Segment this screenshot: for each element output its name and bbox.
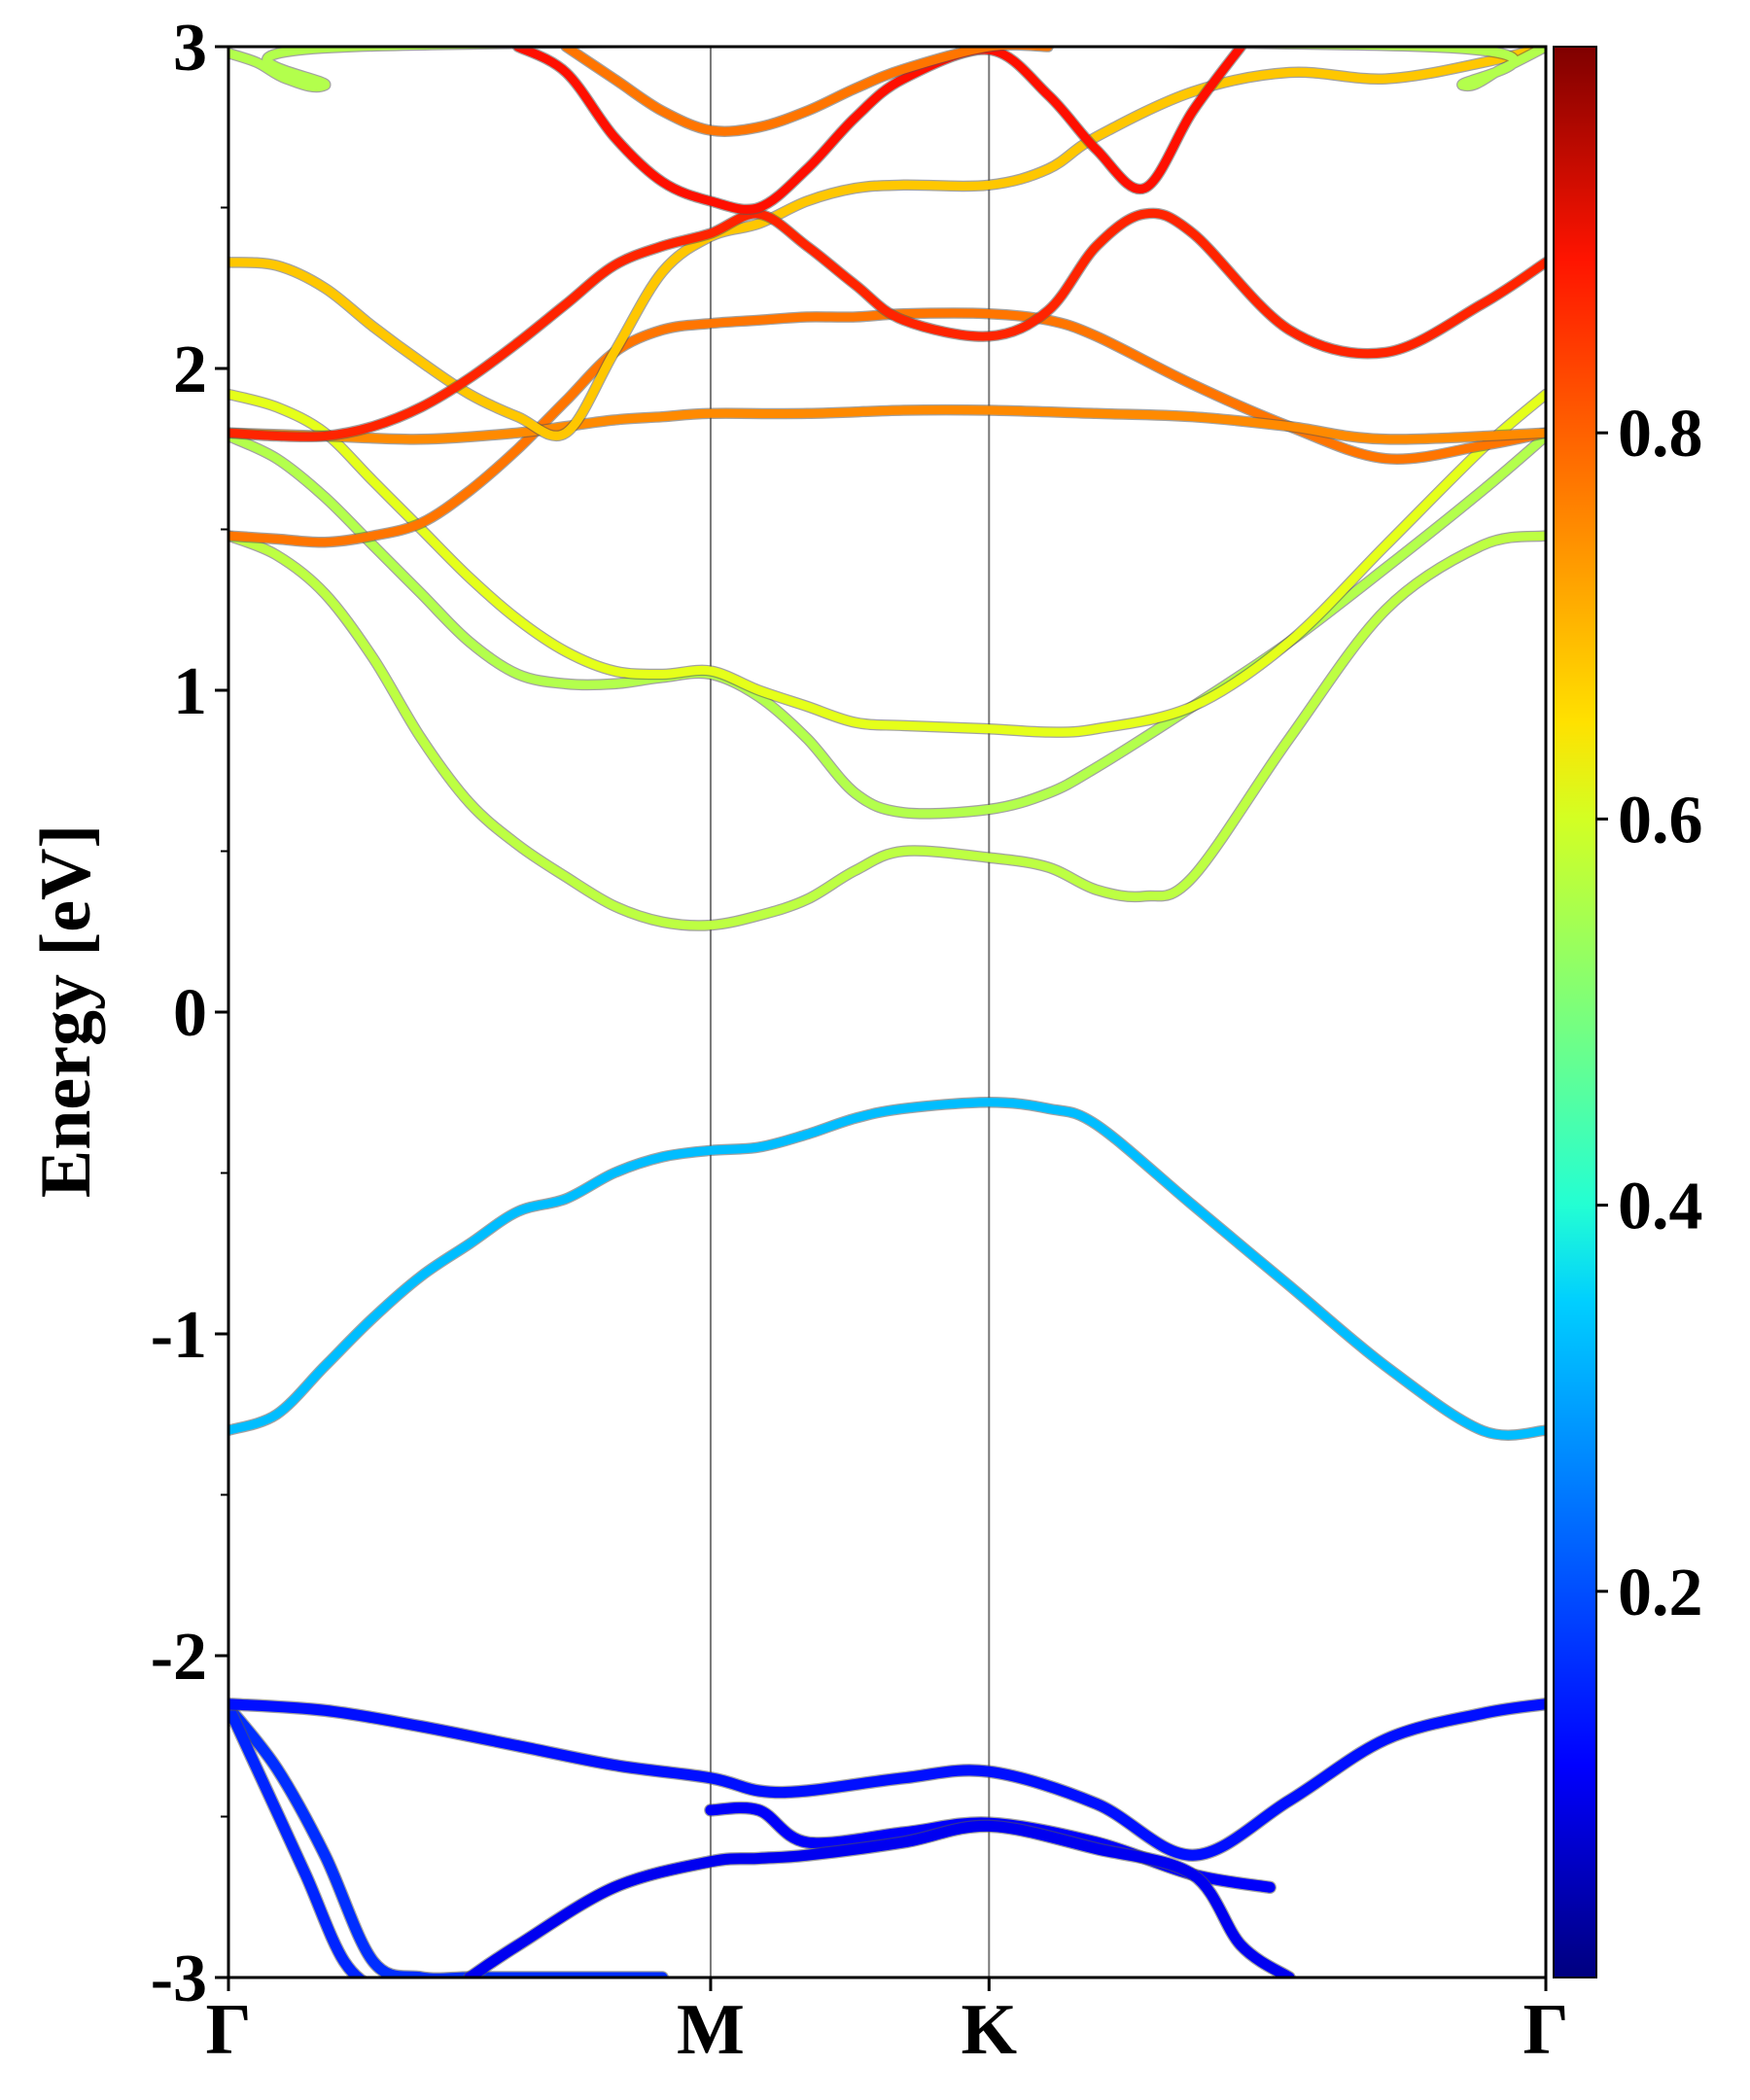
y-tick-label-0: 3: [173, 11, 207, 86]
plot-frame: [227, 45, 1548, 1979]
y-axis-label: Energy [eV]: [26, 824, 106, 1198]
k-point-label-3: Γ: [1522, 1990, 1568, 2070]
band-conduction-9: [513, 47, 1245, 214]
band-conduction-6: [228, 405, 1546, 444]
band-lines: [228, 47, 1546, 1978]
high-symmetry-lines: [709, 47, 991, 1978]
k-point-label-1: M: [677, 1990, 745, 2070]
band-valence-3: [228, 1698, 1546, 1861]
colorbar: [1553, 46, 1597, 1978]
band-conduction-1: [228, 1098, 1546, 1440]
y-tick-label-1: 2: [173, 332, 207, 407]
k-point-label-2: K: [962, 1990, 1018, 2070]
colorbar-ticks: 0.2 0.4 0.6 0.8: [1596, 397, 1703, 1630]
band-valence-2: [228, 1701, 367, 1978]
y-tick-label-6: -3: [151, 1942, 207, 2016]
colorbar-tick-label-2: 0.6: [1618, 783, 1703, 858]
band-conduction-2: [228, 531, 1546, 930]
y-tick-label-2: 1: [173, 654, 207, 729]
band-outline-conduction-7: [228, 47, 1546, 442]
band-conduction-7: [228, 47, 1546, 440]
y-axis-ticks: 3 2 1 0 -1 -2 -3: [151, 11, 228, 2016]
k-point-label-0: Γ: [205, 1990, 251, 2070]
band-outline-conduction-3: [228, 430, 1546, 820]
y-tick-label-5: -2: [151, 1620, 207, 1695]
band-outline-conduction-10: [560, 47, 1054, 137]
band-conduction-11: [228, 47, 1546, 92]
colorbar-tick-label-1: 0.4: [1618, 1170, 1703, 1244]
band-conduction-8: [228, 208, 1546, 441]
band-conduction-10: [561, 47, 1053, 136]
colorbar-tick-label-0: 0.2: [1618, 1556, 1703, 1630]
colorbar-tick-label-3: 0.8: [1618, 397, 1703, 472]
y-tick-label-4: -1: [151, 1298, 207, 1373]
band-conduction-3: [228, 432, 1546, 819]
band-valence-5: [464, 1820, 1295, 1978]
y-tick-label-3: 0: [173, 976, 207, 1051]
band-valence-1: [228, 1701, 668, 1978]
